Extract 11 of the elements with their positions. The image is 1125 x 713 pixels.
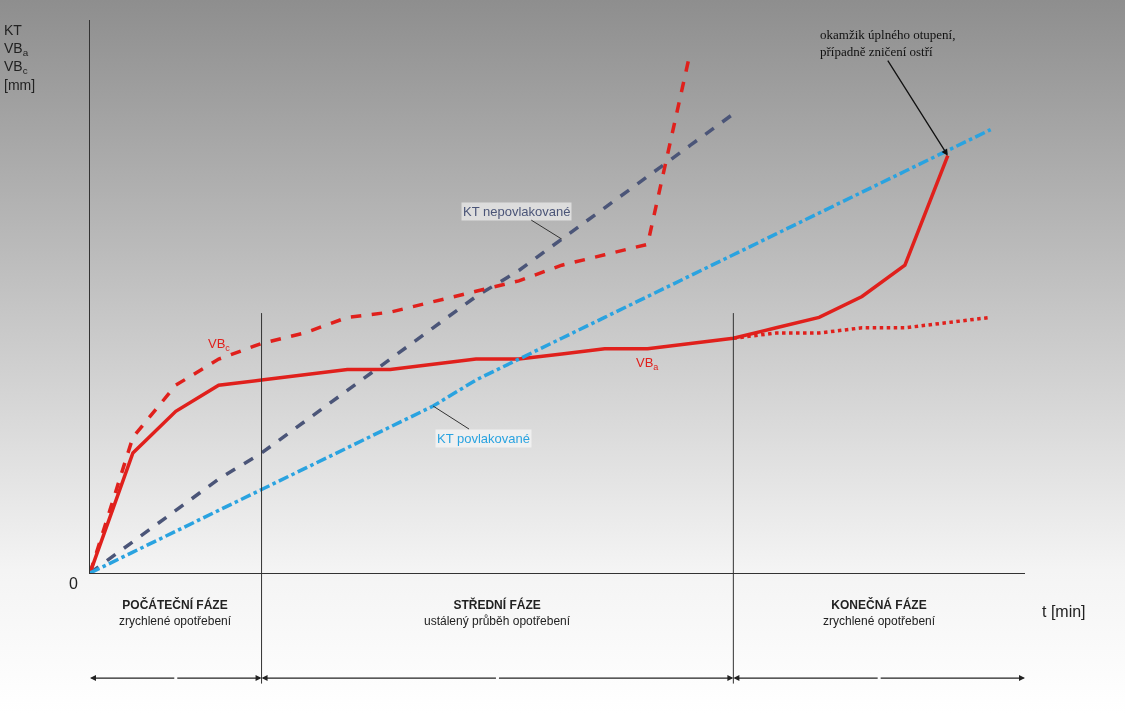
text: KONEČNÁ FÁZE zrychlené opotřebení bbox=[823, 597, 936, 628]
annotation: okamžik úplného otupení, případně zničení ostří bbox=[820, 27, 956, 59]
x-axis-title: t [min] bbox=[1042, 603, 1086, 620]
text: STŘEDNÍ FÁZE ustálený průběh opotřebení bbox=[424, 597, 571, 628]
series-label: KT povlakované bbox=[437, 431, 530, 446]
y-axis-title: KT VB$_{a}$ VB$_{c}$ [mm] bbox=[4, 22, 36, 93]
series-label: VB$_{c}$ bbox=[208, 336, 231, 353]
text: 0 bbox=[69, 575, 78, 592]
text: POČÁTEČNÍ FÁZE zrychlené opotřebení bbox=[119, 597, 232, 628]
series-label: VB$_{a}$ bbox=[636, 355, 660, 372]
series-label: KT nepovlakované bbox=[463, 204, 571, 219]
